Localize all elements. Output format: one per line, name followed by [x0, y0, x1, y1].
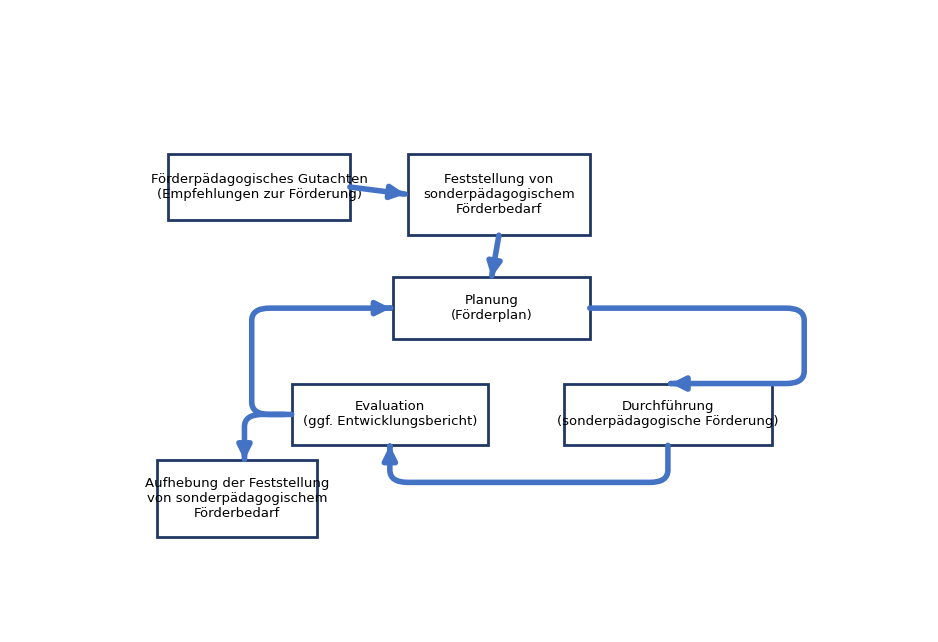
FancyBboxPatch shape	[565, 383, 771, 446]
FancyBboxPatch shape	[158, 460, 317, 537]
Text: Aufhebung der Feststellung
von sonderpädagogischem
Förderbedarf: Aufhebung der Feststellung von sonderpäd…	[145, 477, 329, 520]
FancyBboxPatch shape	[408, 153, 590, 235]
Text: Evaluation
(ggf. Entwicklungsbericht): Evaluation (ggf. Entwicklungsbericht)	[303, 401, 477, 428]
Text: Feststellung von
sonderpädagogischem
Förderbedarf: Feststellung von sonderpädagogischem För…	[423, 173, 575, 216]
Text: Planung
(Förderplan): Planung (Förderplan)	[451, 294, 533, 322]
FancyBboxPatch shape	[168, 153, 350, 220]
Text: Förderpädagogisches Gutachten
(Empfehlungen zur Förderung): Förderpädagogisches Gutachten (Empfehlun…	[151, 173, 368, 201]
Text: Durchführung
(sonderpädagogische Förderung): Durchführung (sonderpädagogische Förderu…	[557, 401, 779, 428]
FancyBboxPatch shape	[292, 383, 488, 446]
FancyBboxPatch shape	[393, 277, 590, 339]
